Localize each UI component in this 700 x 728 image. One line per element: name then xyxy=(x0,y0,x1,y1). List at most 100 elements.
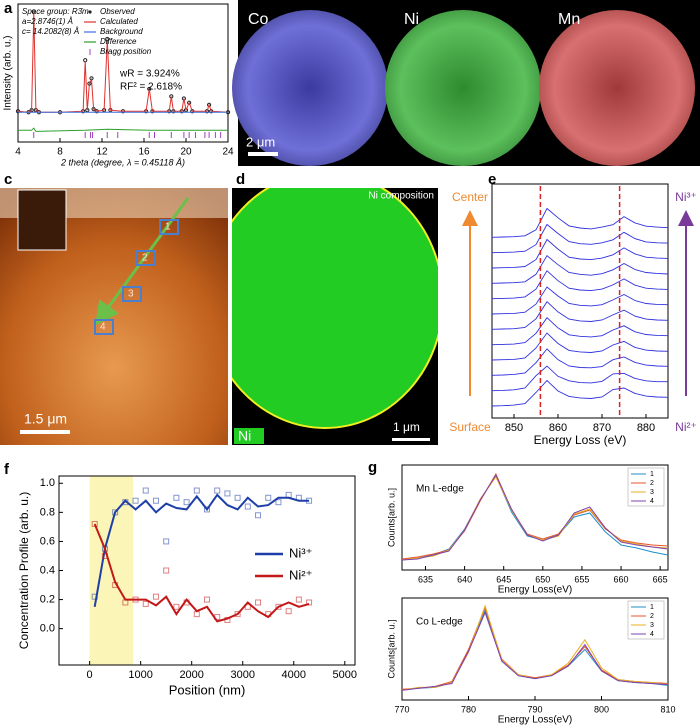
x-axis-label: Position (nm) xyxy=(169,682,246,697)
x-tick-label: 635 xyxy=(418,574,433,584)
legend-label: Difference xyxy=(100,37,137,46)
spectrum xyxy=(491,223,669,254)
x-tick-label: 4000 xyxy=(282,669,306,681)
data-point xyxy=(255,599,262,606)
x-tick-label: 8 xyxy=(57,147,63,158)
legend-label: 3 xyxy=(650,622,654,629)
x-tick-label: 16 xyxy=(138,147,150,158)
ni-composition-map xyxy=(232,188,438,429)
data-point xyxy=(193,611,200,618)
x-axis-label: Energy Loss(eV) xyxy=(498,585,572,596)
annotation: c= 14.2082(8) Å xyxy=(22,27,79,36)
legend-marker xyxy=(88,10,92,14)
particle xyxy=(232,188,438,429)
data-point xyxy=(285,491,292,498)
data-point xyxy=(183,499,190,506)
x-tick-label: 24 xyxy=(222,147,234,158)
x-tick-label: 780 xyxy=(461,704,476,714)
x-tick-label: 870 xyxy=(593,422,611,434)
scale-bar-label: 1 μm xyxy=(393,420,420,434)
spectrum xyxy=(491,286,669,315)
legend-label: Ni³⁺ xyxy=(289,545,312,560)
map-label: Ni xyxy=(404,11,419,28)
region-box xyxy=(94,319,114,335)
y-tick-label: 0.0 xyxy=(40,623,55,635)
data-point xyxy=(204,506,210,513)
data-point xyxy=(306,599,313,606)
panel-label: d xyxy=(236,171,245,188)
x-axis-label: 2 theta (degree, λ = 0.45118 Å) xyxy=(60,157,185,167)
spectrum xyxy=(491,332,669,361)
x-tick-label: 880 xyxy=(637,422,655,434)
panel-label: g xyxy=(368,459,377,476)
data-point xyxy=(132,497,139,504)
data-point xyxy=(265,494,272,501)
legend-label: 2 xyxy=(650,480,654,487)
annotation: Space group: R3̄m xyxy=(22,7,89,16)
x-tick-label: 790 xyxy=(527,704,542,714)
spectrum xyxy=(491,301,669,330)
data-point xyxy=(255,512,262,519)
data-point xyxy=(295,596,302,603)
spectrum xyxy=(491,348,669,376)
data-point xyxy=(275,603,282,610)
map-label: Mn xyxy=(558,11,580,28)
y-axis-label: Counts[arb. u.] xyxy=(386,619,396,678)
data-point xyxy=(142,600,149,607)
region-label: 4 xyxy=(100,322,106,333)
x-tick-label: 810 xyxy=(660,704,675,714)
legend-label: Bragg position xyxy=(100,47,152,56)
data-point xyxy=(285,608,292,615)
spectrum xyxy=(491,255,669,284)
map-title: Ni composition xyxy=(368,191,434,202)
spectrum xyxy=(491,270,669,300)
legend-label: 3 xyxy=(650,489,654,496)
spectrum xyxy=(491,207,669,238)
x-axis-label: Energy Loss (eV) xyxy=(534,433,627,447)
x-axis-label: Energy Loss(eV) xyxy=(498,715,572,726)
x-tick-label: 1000 xyxy=(128,669,152,681)
legend-label: 4 xyxy=(650,631,654,638)
annotation: a=2.8746(1) Å xyxy=(22,17,73,26)
legend-label: Calculated xyxy=(100,17,138,26)
label-box xyxy=(234,428,264,444)
legend-label: 1 xyxy=(650,604,654,611)
scale-bar-label: 2 μm xyxy=(246,134,275,149)
region-label: 3 xyxy=(128,289,134,300)
data-point xyxy=(234,494,241,501)
spectrum xyxy=(491,379,669,407)
x-tick-label: 665 xyxy=(653,574,668,584)
y-axis-label: Intensity (arb. u.) xyxy=(3,35,14,110)
mn-map xyxy=(539,10,695,166)
x-tick-label: 3000 xyxy=(230,669,254,681)
end-label: Ni²⁺ xyxy=(675,420,697,434)
panel-label: b xyxy=(244,0,253,17)
panel-label: e xyxy=(488,171,496,188)
observed-point xyxy=(187,100,192,105)
data-point xyxy=(163,538,170,545)
data-point xyxy=(224,490,231,497)
data-point xyxy=(275,499,282,506)
data-point xyxy=(244,603,251,610)
panel-label: a xyxy=(4,0,13,17)
annotation: wR = 3.924% xyxy=(119,69,180,80)
data-point xyxy=(173,603,180,610)
data-point xyxy=(214,487,221,494)
legend-label: Background xyxy=(100,27,143,36)
scale-bar xyxy=(20,430,70,434)
map-label: Co xyxy=(248,11,269,28)
fit-line xyxy=(93,523,310,623)
panel-label: c xyxy=(4,171,12,188)
end-label: Center xyxy=(452,190,488,204)
scale-bar xyxy=(392,438,430,441)
fit-line xyxy=(93,493,310,607)
data-point xyxy=(163,567,170,574)
spectrum xyxy=(491,365,668,392)
scan-arrow xyxy=(94,197,190,326)
x-tick-label: 660 xyxy=(614,574,629,584)
data-point xyxy=(142,487,149,494)
scale-bar-label: 1.5 μm xyxy=(24,411,67,427)
legend-label: 4 xyxy=(650,498,654,505)
annotation: RF² = 2.618% xyxy=(120,82,182,93)
